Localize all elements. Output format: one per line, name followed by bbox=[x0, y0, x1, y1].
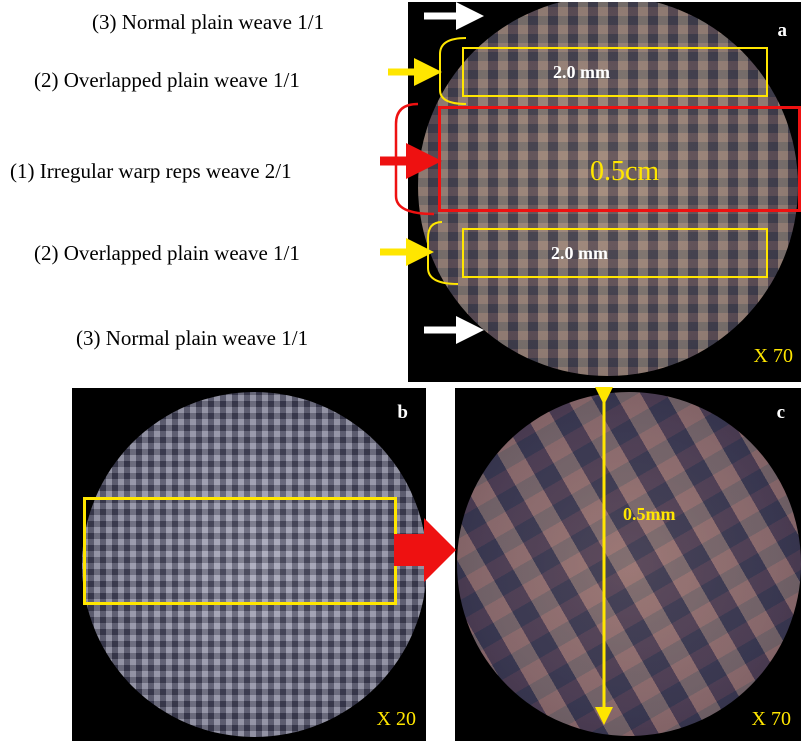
panel-a-magnification: X 70 bbox=[753, 345, 793, 367]
band-center-text: 0.5cm bbox=[590, 156, 660, 187]
panel-c-tag: c bbox=[776, 402, 785, 423]
fabric-texture-a bbox=[418, 2, 798, 376]
bracket-center bbox=[394, 102, 435, 216]
fabric-texture-b bbox=[82, 392, 426, 737]
micrograph-panel-b: b X 20 bbox=[72, 388, 426, 741]
label-normal-plain-weave-top: (3) Normal plain weave 1/1 bbox=[92, 10, 325, 34]
bracket-bottom bbox=[427, 221, 459, 285]
label-normal-plain-weave-bottom: (3) Normal plain weave 1/1 bbox=[76, 326, 309, 350]
panel-a-tag: a bbox=[777, 20, 788, 41]
zoom-arrow bbox=[394, 518, 456, 582]
label-overlapped-plain-weave-bottom: (2) Overlapped plain weave 1/1 bbox=[34, 241, 300, 265]
fabric-texture-c bbox=[457, 392, 801, 736]
label-irregular-warp-reps-weave: (1) Irregular warp reps weave 2/1 bbox=[10, 159, 292, 183]
micrograph-panel-c: c 0.5mm X 70 bbox=[455, 388, 801, 741]
panel-c-magnification: X 70 bbox=[751, 708, 791, 730]
band-box-bottom bbox=[462, 228, 768, 278]
micrograph-panel-a: a X 70 bbox=[408, 2, 801, 382]
band-bottom-text: 2.0 mm bbox=[551, 243, 608, 263]
label-overlapped-plain-weave-top: (2) Overlapped plain weave 1/1 bbox=[34, 68, 300, 92]
panel-b-magnification: X 20 bbox=[376, 708, 416, 730]
band-box-top bbox=[462, 47, 768, 97]
band-top-text: 2.0 mm bbox=[553, 62, 610, 82]
bracket-top bbox=[439, 37, 467, 105]
panel-b-tag: b bbox=[397, 402, 408, 423]
panel-c-scale-text: 0.5mm bbox=[623, 504, 676, 524]
